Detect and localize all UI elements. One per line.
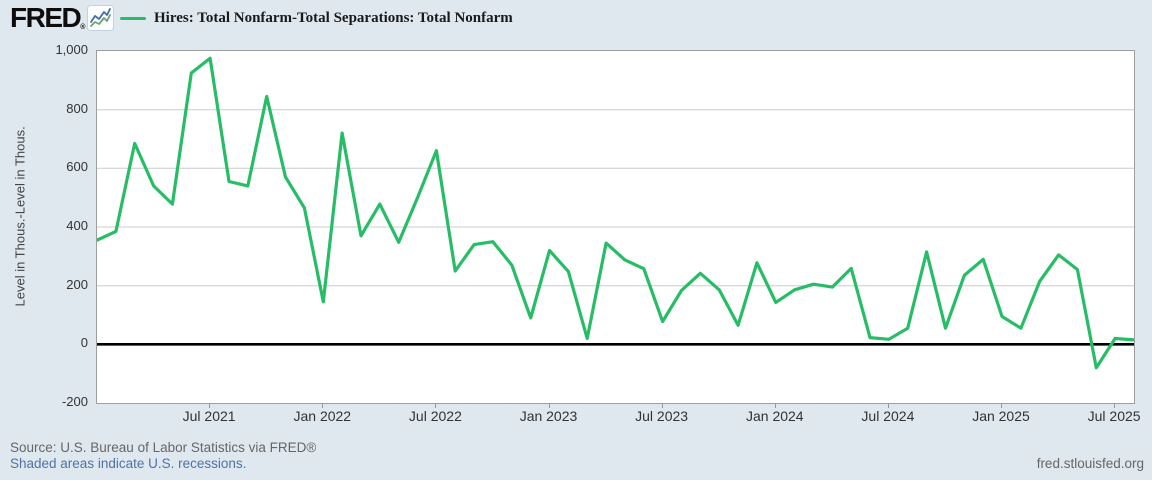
x-tick-mark — [322, 403, 324, 408]
x-tick-label: Jan 2024 — [745, 408, 804, 424]
legend-series-label: Hires: Total Nonfarm-Total Separations: … — [154, 10, 513, 26]
x-tick-label: Jul 2023 — [635, 408, 689, 424]
series-line — [97, 56, 1134, 370]
x-tick-label: Jan 2023 — [519, 408, 578, 424]
fred-sparkline-icon[interactable] — [87, 5, 114, 36]
line-chart — [97, 56, 1134, 370]
x-tick-mark — [1001, 403, 1002, 408]
x-tick-mark — [887, 403, 889, 408]
y-tick-label: 0 — [80, 335, 88, 351]
x-tick-label: Jul 2024 — [861, 408, 915, 424]
y-tick-label: 400 — [66, 218, 88, 233]
fred-logo[interactable]: FRED® — [10, 3, 85, 43]
x-tick-mark — [1114, 403, 1116, 408]
x-tick-mark — [774, 403, 776, 408]
fred-logo-text: FRED — [10, 2, 82, 33]
y-tick-label: 800 — [66, 100, 88, 116]
x-tick-mark — [548, 403, 550, 408]
legend-line-swatch — [120, 17, 146, 20]
y-tick-label: 1,000 — [55, 42, 88, 57]
x-tick-mark — [661, 403, 663, 408]
legend: Hires: Total Nonfarm-Total Separations: … — [120, 10, 513, 27]
registered-mark: ® — [80, 24, 86, 31]
x-tick-label: Jul 2021 — [182, 408, 236, 424]
x-tick-mark — [435, 403, 437, 408]
x-tick-label: Jan 2022 — [293, 408, 352, 424]
x-tick-mark — [209, 403, 211, 408]
y-tick-label: 200 — [66, 276, 88, 292]
plot-area — [96, 50, 1135, 404]
x-tick-label: Jul 2025 — [1087, 408, 1141, 424]
fred-site-link[interactable]: fred.stlouisfed.org — [1036, 456, 1144, 471]
source-attribution: Source: U.S. Bureau of Labor Statistics … — [10, 440, 317, 455]
x-tick-label: Jul 2022 — [408, 408, 462, 424]
y-tick-label: -200 — [61, 394, 88, 409]
y-tick-label: 600 — [66, 159, 88, 175]
recessions-note-link[interactable]: Shaded areas indicate U.S. recessions. — [10, 456, 247, 471]
x-tick-label: Jan 2025 — [972, 408, 1030, 424]
